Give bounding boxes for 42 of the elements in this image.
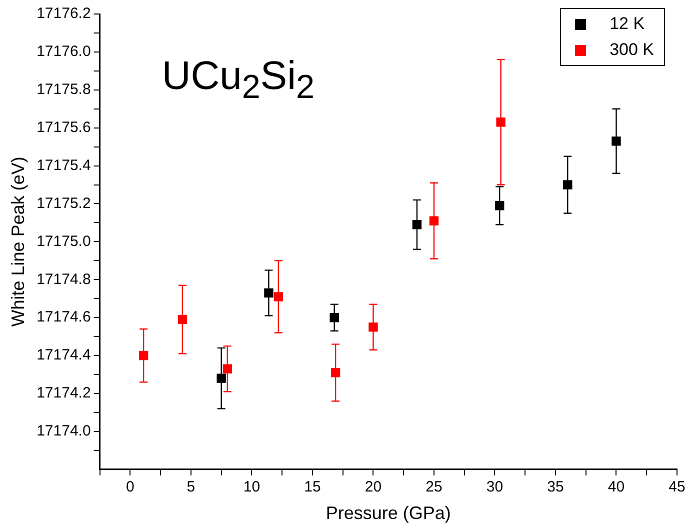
point	[368, 322, 378, 332]
y-tick-label: 17175.2	[36, 194, 91, 212]
x-tick-label: 10	[243, 478, 260, 496]
point	[178, 314, 188, 324]
y-tick-label: 17174.2	[36, 384, 91, 402]
point	[138, 350, 148, 360]
legend-label: 12 K	[610, 14, 645, 34]
x-tick-label: 25	[426, 478, 442, 496]
point	[563, 180, 572, 190]
y-tick-label: 17175.8	[36, 81, 91, 98]
y-tick-label: 17175.4	[36, 156, 91, 174]
y-tick-label: 17174.6	[36, 308, 91, 326]
x-tick-label: 5	[186, 478, 196, 496]
x-tick-label: 0	[126, 478, 134, 496]
legend-label: 300 K	[610, 40, 654, 60]
point	[264, 288, 274, 298]
y-tick-label: 17174.0	[36, 422, 91, 440]
y-axis-title: White Line Peak (eV)	[8, 156, 28, 327]
point	[429, 216, 439, 226]
x-tick-label: 20	[364, 478, 382, 496]
point	[495, 201, 504, 210]
y-tick-label: 17176.0	[36, 43, 91, 60]
point	[330, 313, 339, 322]
point	[216, 374, 226, 383]
x-tick-label: 15	[304, 478, 321, 496]
y-tick-label: 17174.8	[36, 270, 91, 288]
x-tick-label: 35	[547, 478, 564, 496]
y-tick-label: 17174.4	[36, 346, 91, 364]
y-tick-label: 17175.6	[36, 118, 91, 136]
y-tick-label: 17175.0	[36, 232, 91, 250]
point	[612, 136, 621, 146]
point	[330, 368, 340, 378]
point	[412, 220, 422, 230]
x-tick-label: 30	[486, 478, 504, 496]
point	[274, 292, 284, 302]
point	[222, 364, 232, 374]
annotation: UCu$_{2}$Si$_{2}$	[162, 54, 315, 107]
x-tick-label: 45	[668, 478, 686, 496]
x-axis-title: Pressure (GPa)	[326, 503, 451, 524]
x-tick-label: 40	[608, 478, 625, 496]
point	[496, 118, 506, 127]
y-tick-label: 17176.2	[36, 5, 91, 22]
